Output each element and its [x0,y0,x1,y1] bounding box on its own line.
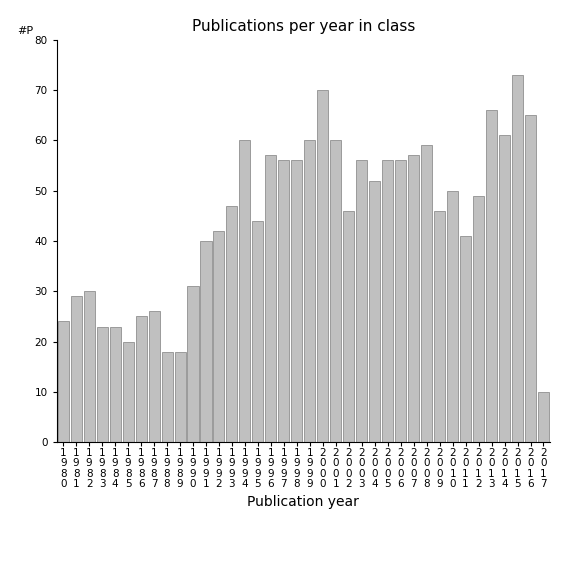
Bar [188,286,198,442]
Bar [512,75,523,442]
Bar [356,160,367,442]
Bar [499,136,510,442]
Bar [460,236,471,442]
Bar [213,231,225,442]
Bar [226,206,238,442]
Bar [473,196,484,442]
Bar [486,110,497,442]
Bar [331,141,341,442]
Bar [58,321,69,442]
Bar [278,160,289,442]
Bar [395,160,406,442]
Bar [96,327,108,442]
Bar [122,341,134,442]
Bar [136,316,147,442]
Bar [201,241,211,442]
Bar [408,155,419,442]
Bar [252,221,264,442]
Bar [175,352,185,442]
Bar [71,297,82,442]
Bar [421,145,432,442]
Bar [343,211,354,442]
Title: Publications per year in class: Publications per year in class [192,19,415,35]
Bar [382,160,393,442]
Bar [434,211,445,442]
Bar [109,327,121,442]
Bar [304,141,315,442]
Bar [291,160,302,442]
Bar [538,392,549,442]
Bar [162,352,172,442]
Bar [149,311,159,442]
Bar [84,291,95,442]
Bar [447,191,458,442]
Text: #P: #P [17,26,33,36]
X-axis label: Publication year: Publication year [247,494,359,509]
Bar [525,115,536,442]
Bar [239,141,251,442]
Bar [369,180,380,442]
Bar [318,90,328,442]
Bar [265,155,276,442]
